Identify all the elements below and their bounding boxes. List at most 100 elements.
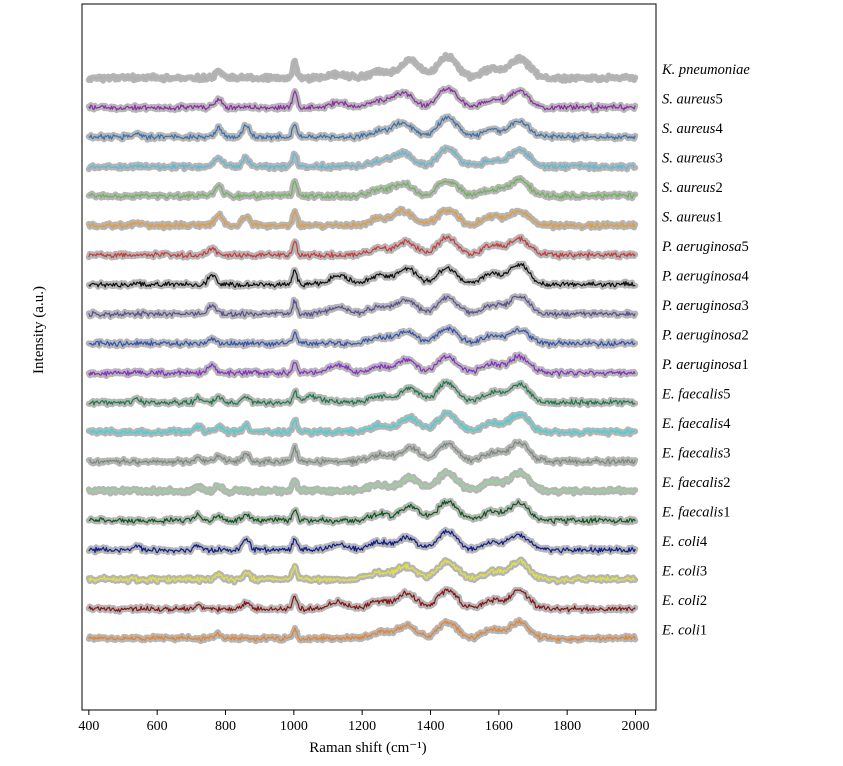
series-label: E. faecalis2 <box>661 475 730 491</box>
spectrum-series <box>85 233 639 261</box>
spectrum-line <box>88 470 636 495</box>
x-tick-label: 2000 <box>622 719 650 734</box>
spectrum-series <box>85 351 639 379</box>
series-label-species: E. faecalis <box>661 446 724 462</box>
series-label-species: E. coli <box>661 593 700 609</box>
series-label: K. pneumoniae <box>661 62 750 78</box>
spectrum-line <box>88 588 636 613</box>
spectrum-line <box>88 529 636 554</box>
series-label-species: E. coli <box>661 534 700 550</box>
series-label: P. aeruginosa3 <box>661 298 749 314</box>
spectrum-series <box>85 526 639 556</box>
series-label: E. coli1 <box>661 623 707 639</box>
series-label-number: 5 <box>723 387 730 403</box>
series-label-number: 4 <box>723 416 731 432</box>
series-label: P. aeruginosa1 <box>661 357 749 373</box>
series-label-number: 3 <box>742 298 749 314</box>
spectrum-line <box>88 326 636 347</box>
spectrum-line <box>88 559 636 584</box>
spectrum-series <box>85 175 639 202</box>
series-label-species: K. pneumoniae <box>661 62 750 78</box>
spectrum-series <box>85 378 639 409</box>
series-label-number: 1 <box>742 357 749 373</box>
series-label-number: 3 <box>715 151 722 167</box>
series-label-species: E. faecalis <box>661 475 724 491</box>
series-label-species: P. aeruginosa <box>661 328 742 344</box>
series-label-species: E. faecalis <box>661 505 724 521</box>
spectrum-series <box>85 144 639 173</box>
x-tick-label: 1600 <box>485 719 513 734</box>
spectrum-series <box>85 84 639 114</box>
series-label: S. aureus2 <box>662 180 723 196</box>
spectrum-series <box>85 293 639 320</box>
spectrum-line <box>88 380 636 406</box>
series-label-number: 1 <box>700 623 707 639</box>
spectrum-line <box>88 619 636 642</box>
spectrum-line <box>88 146 636 170</box>
spectrum-line <box>88 441 636 465</box>
spectrum-line <box>88 295 636 318</box>
series-label: E. faecalis4 <box>661 416 731 432</box>
series-label-number: 2 <box>723 475 730 491</box>
series-label-species: S. aureus <box>662 151 716 167</box>
spectrum-series <box>85 467 639 497</box>
series-label-species: S. aureus <box>662 180 716 196</box>
spectrum-line <box>88 87 636 112</box>
series-label-species: P. aeruginosa <box>661 298 742 314</box>
x-tick-label: 1800 <box>553 719 581 734</box>
series-label: S. aureus4 <box>662 121 723 137</box>
spectrum-series <box>85 586 639 615</box>
series-label-species: S. aureus <box>662 210 716 226</box>
spectrum-line <box>88 353 636 377</box>
series-label-species: P. aeruginosa <box>661 239 742 255</box>
series-label-species: E. faecalis <box>661 416 724 432</box>
x-tick-label: 600 <box>147 719 168 734</box>
series-label-species: E. coli <box>661 564 700 580</box>
series-label-number: 2 <box>715 180 722 196</box>
spectrum-line <box>88 177 636 200</box>
x-tick-label: 1200 <box>348 719 376 734</box>
spectrum-line <box>88 208 636 229</box>
series-label-number: 4 <box>700 534 708 550</box>
series-label: E. faecalis5 <box>661 387 730 403</box>
spectrum-band <box>85 84 639 114</box>
series-label-species: S. aureus <box>662 121 716 137</box>
x-axis-title: Raman shift (cm⁻¹) <box>309 740 426 756</box>
series-label-species: S. aureus <box>662 92 716 108</box>
series-label: P. aeruginosa2 <box>661 328 749 344</box>
spectrum-series <box>85 497 639 527</box>
spectrum-band <box>85 438 639 468</box>
spectra-traces <box>85 51 639 645</box>
spectrum-series <box>85 438 639 468</box>
series-label-number: 5 <box>742 239 749 255</box>
spectrum-line <box>88 263 636 288</box>
series-label: P. aeruginosa5 <box>661 239 749 255</box>
x-tick-label: 800 <box>215 719 236 734</box>
series-label: E. coli4 <box>661 534 708 550</box>
series-label-species: P. aeruginosa <box>661 357 742 373</box>
spectrum-series <box>85 51 639 84</box>
series-label: S. aureus5 <box>662 92 723 108</box>
spectrum-line <box>88 411 636 436</box>
spectrum-line <box>88 115 636 141</box>
series-label: S. aureus1 <box>662 210 723 226</box>
spectrum-series <box>85 616 639 645</box>
series-label-number: 4 <box>715 121 723 137</box>
series-label: E. coli2 <box>661 593 707 609</box>
spectrum-series <box>85 323 639 350</box>
series-label-number: 1 <box>723 505 730 521</box>
x-tick-label: 1000 <box>280 719 308 734</box>
spectrum-line <box>88 235 636 259</box>
series-label-number: 2 <box>700 593 707 609</box>
series-label: P. aeruginosa4 <box>661 269 750 285</box>
series-label: E. faecalis3 <box>661 446 730 462</box>
spectrum-series <box>85 260 639 291</box>
x-tick-label: 1400 <box>417 719 445 734</box>
spectrum-series <box>85 556 639 586</box>
series-label-number: 2 <box>742 328 749 344</box>
series-label-species: E. faecalis <box>661 387 724 403</box>
y-axis-title: Intensity (a.u.) <box>31 286 47 374</box>
plot-frame <box>81 3 657 711</box>
